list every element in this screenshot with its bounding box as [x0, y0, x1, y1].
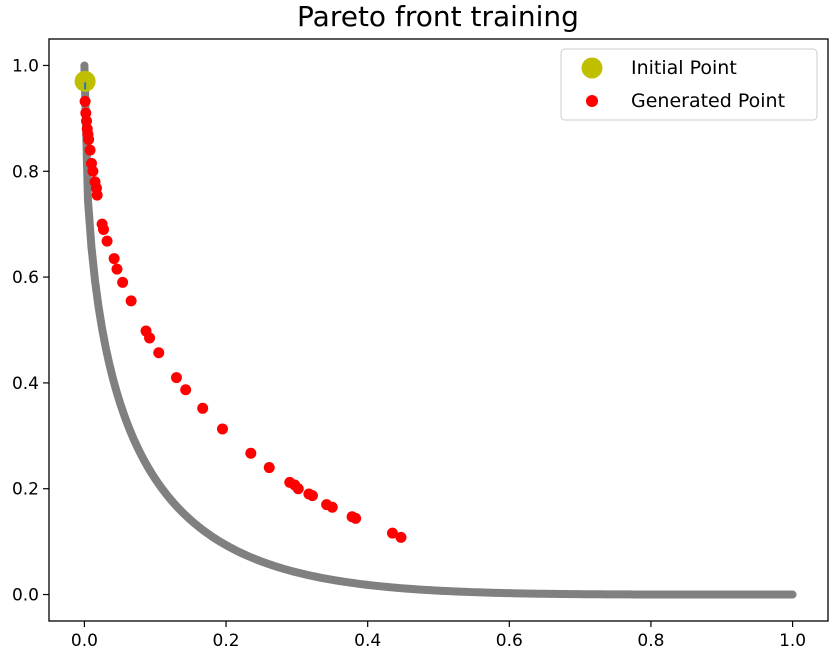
generated-point: [153, 347, 165, 359]
legend-initial-label: Initial Point: [631, 57, 737, 79]
generated-point: [80, 107, 92, 119]
generated-point: [79, 95, 91, 107]
pareto-front-line: [80, 61, 797, 599]
legend: Initial Point Generated Point: [560, 48, 818, 121]
y-tick-label: 0.0: [12, 586, 39, 606]
generated-point: [350, 512, 362, 524]
generated-point: [81, 115, 93, 127]
generated-point: [117, 276, 129, 288]
generated-point: [292, 483, 304, 495]
generated-point: [245, 447, 257, 459]
generated-point: [98, 223, 110, 235]
axes: 0.0 0.2 0.4 0.6 0.8 1.0 0.0 0.2 0.4 0.6 0.8 1.0: [12, 56, 806, 651]
x-tick-label: 0.2: [213, 631, 240, 651]
x-tick-label: 0.8: [637, 631, 664, 651]
legend-box: [560, 48, 818, 121]
chart-title: Pareto front training: [297, 0, 579, 33]
axes-frame: [48, 38, 829, 622]
generated-point: [83, 134, 95, 146]
generated-point: [170, 372, 182, 384]
generated-point: [197, 402, 209, 414]
generated-point: [326, 501, 338, 513]
generated-point: [263, 462, 275, 474]
initial-point: [74, 70, 96, 92]
y-tick-label: 0.2: [12, 480, 39, 500]
y-tick-label: 0.8: [12, 162, 39, 182]
generated-point: [180, 384, 192, 396]
x-tick-label: 0.0: [71, 631, 98, 651]
x-tick-label: 0.4: [354, 631, 381, 651]
generated-point: [84, 144, 96, 156]
generated-point: [125, 295, 137, 307]
generated-point: [101, 235, 113, 247]
generated-point: [87, 165, 99, 177]
generated-point: [395, 531, 407, 543]
plot-area: [74, 61, 797, 599]
generated-point: [217, 423, 228, 435]
x-tick-label: 1.0: [779, 631, 806, 651]
y-tick-label: 0.6: [12, 268, 39, 288]
legend-generated-label: Generated Point: [631, 90, 785, 112]
generated-point: [306, 490, 318, 502]
generated-point: [91, 189, 103, 201]
legend-generated-marker: [586, 95, 598, 107]
legend-initial-marker: [581, 57, 603, 79]
generated-point: [386, 527, 398, 539]
y-tick-label: 1.0: [12, 56, 39, 76]
generated-point: [108, 253, 120, 265]
y-tick-label: 0.4: [12, 374, 39, 394]
x-tick-label: 0.6: [496, 631, 523, 651]
generated-point: [144, 332, 156, 344]
generated-point: [111, 263, 123, 275]
